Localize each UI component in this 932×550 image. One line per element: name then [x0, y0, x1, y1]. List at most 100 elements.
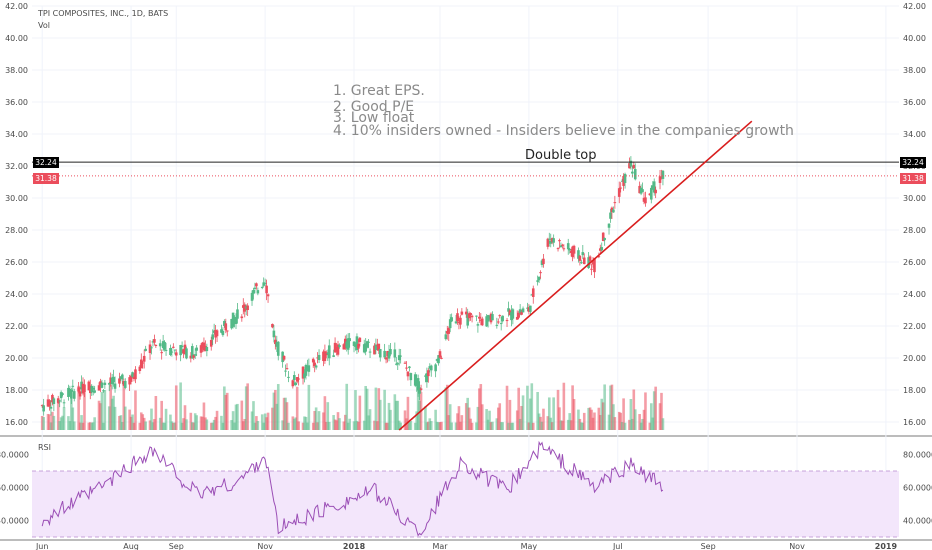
candle-body	[447, 328, 451, 334]
volume-bar	[142, 417, 146, 430]
candle-body	[486, 315, 490, 322]
volume-bar	[521, 395, 525, 430]
volume-bar	[93, 417, 96, 430]
candle-body	[581, 252, 585, 256]
volume-bar	[234, 404, 238, 430]
candle-body	[48, 400, 51, 407]
volume-bar	[109, 384, 112, 430]
candle-body	[531, 288, 535, 297]
volume-bar	[409, 420, 413, 430]
candle-body	[215, 330, 219, 337]
candle-body	[440, 357, 443, 359]
candle-body	[343, 338, 347, 349]
price-tick-left: 26.00	[5, 258, 28, 267]
volume-bar	[78, 422, 82, 430]
candle-body	[297, 378, 300, 380]
volume-bar	[457, 406, 461, 430]
volume-bar	[648, 422, 652, 430]
candle-body	[346, 338, 350, 350]
volume-bar	[131, 414, 134, 430]
candle-body	[225, 330, 229, 332]
volume-bar	[529, 398, 532, 430]
grid-lines	[0, 5, 932, 541]
rsi-tick-right: 40.0000	[903, 517, 932, 526]
volume-bar	[255, 416, 258, 430]
volume-bar	[236, 403, 239, 430]
volume-bar	[501, 422, 504, 430]
candle-body	[199, 345, 203, 353]
volume-bar	[199, 416, 203, 430]
candle-body	[393, 349, 397, 358]
volume-bar	[58, 421, 61, 430]
volume-bar	[593, 412, 596, 430]
volume-bar	[406, 396, 410, 430]
candle-body	[623, 173, 627, 183]
candle-body	[619, 187, 622, 189]
volume-bar	[252, 401, 255, 430]
volume-bar	[265, 417, 268, 430]
volume-bar	[505, 385, 509, 430]
candle-body	[148, 344, 152, 353]
price-tick-right: 16.00	[903, 418, 926, 427]
volume-bar	[559, 420, 563, 430]
price-tick-left: 16.00	[5, 418, 28, 427]
volume-bar	[62, 407, 66, 430]
candle-body	[172, 346, 175, 348]
volume-bar	[546, 416, 550, 430]
candle-body	[256, 290, 260, 294]
candle-body	[333, 342, 337, 353]
volume-bar	[537, 413, 541, 430]
candle-body	[306, 365, 309, 367]
volume-bar	[185, 419, 188, 430]
volume-bar	[510, 422, 513, 430]
volume-bar	[262, 422, 265, 430]
volume-bar	[434, 409, 437, 430]
price-tick-left: 20.00	[5, 354, 28, 363]
volume-bar	[384, 422, 388, 430]
candle-body	[275, 342, 279, 347]
volume-bar	[408, 422, 411, 430]
volume-bar	[378, 399, 382, 430]
candle-body	[591, 260, 595, 265]
price-tick-left: 42.00	[5, 2, 28, 11]
price-tick-right: 42.00	[903, 2, 926, 11]
candle-body	[77, 387, 80, 392]
candle-body	[508, 310, 512, 316]
volume-bar	[364, 386, 367, 430]
candle-body	[396, 363, 400, 365]
candle-body	[601, 232, 605, 242]
time-tick: Mar	[432, 542, 448, 550]
candle-body	[112, 376, 115, 383]
candle-body	[311, 358, 315, 363]
double-top-label: Double top	[525, 148, 597, 163]
price-tick-left: 28.00	[5, 226, 28, 235]
volume-bar	[518, 418, 522, 430]
volume-bar	[578, 418, 582, 430]
candle-body	[561, 244, 564, 246]
volume-bar	[182, 418, 185, 430]
volume-bar	[48, 414, 51, 430]
candle-body	[590, 268, 593, 270]
volume-bar	[230, 420, 233, 430]
price-tick-right: 18.00	[903, 386, 926, 395]
candle-body	[530, 294, 534, 296]
volume-bar	[566, 419, 570, 430]
volume-bar	[383, 389, 386, 430]
candle-body	[654, 189, 657, 194]
candle-body	[578, 255, 582, 261]
candle-body	[572, 245, 576, 254]
volume-bar	[399, 422, 402, 430]
candle-body	[428, 366, 432, 369]
time-tick: Jul	[612, 542, 623, 550]
candle-body	[183, 344, 187, 355]
candle-body	[394, 363, 398, 365]
candle-body	[52, 398, 56, 405]
candle-body	[499, 323, 503, 325]
candle-body	[475, 315, 478, 317]
candle-body	[303, 373, 306, 378]
candle-body	[123, 381, 127, 388]
candle-body	[230, 318, 233, 329]
annotation-line-1: 1. Great EPS.	[333, 83, 425, 99]
volume-bar	[77, 385, 80, 430]
